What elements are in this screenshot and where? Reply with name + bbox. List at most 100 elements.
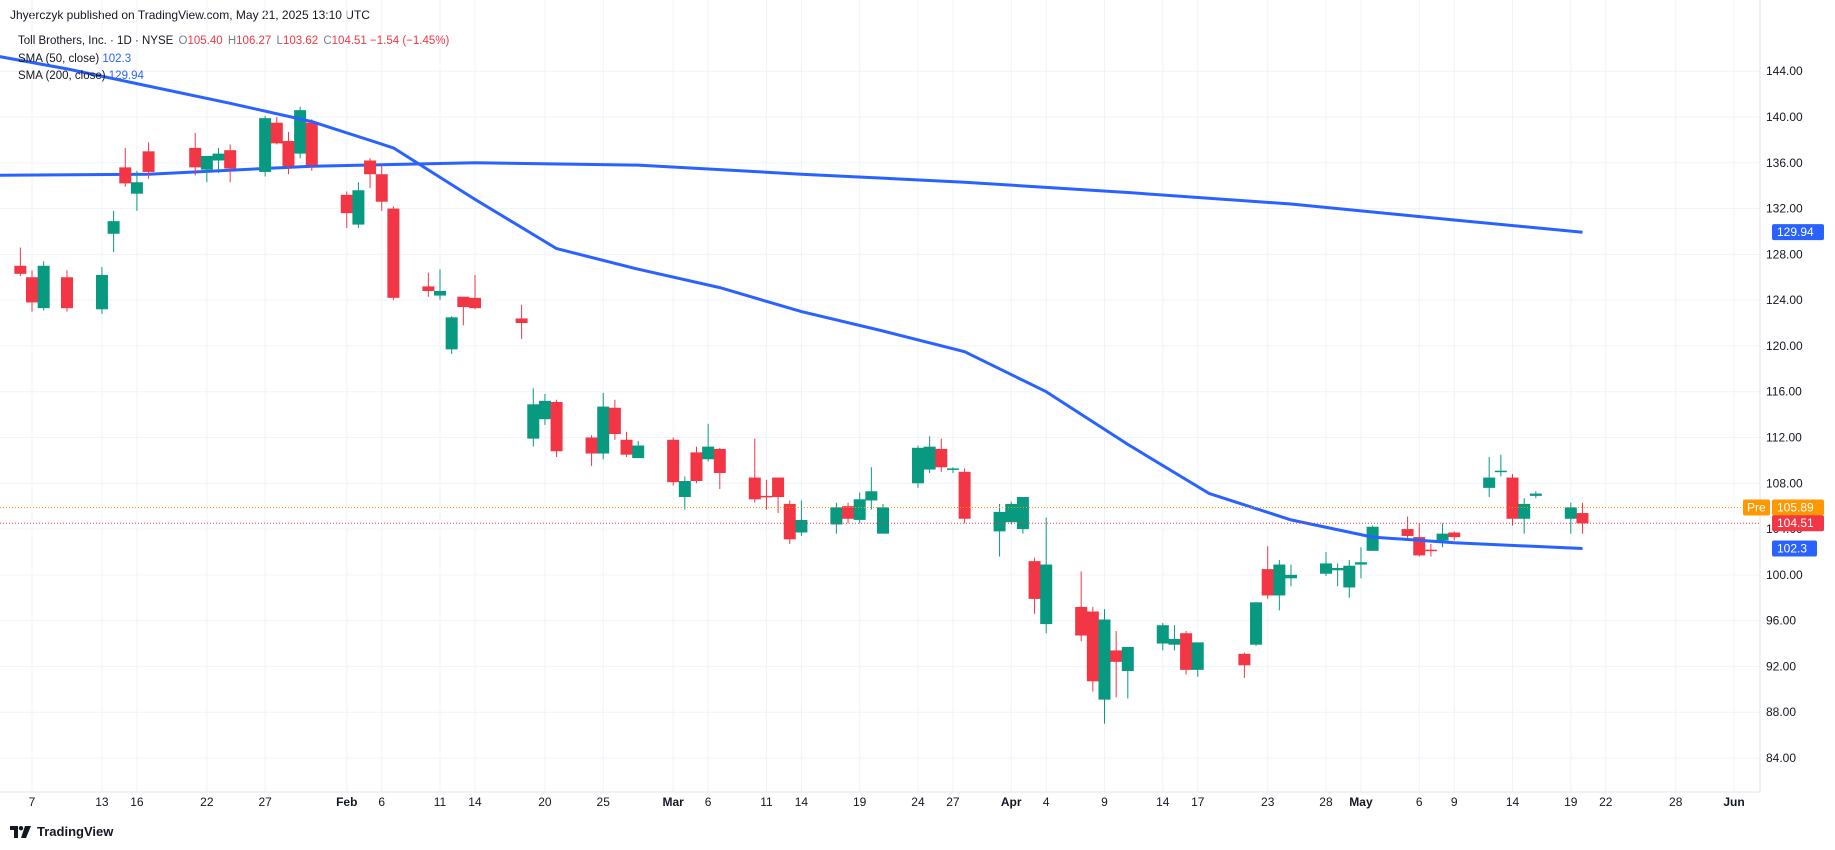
y-tick-label: 108.00 — [1766, 476, 1803, 490]
candle — [107, 210, 120, 253]
sma200-price-tag: 129.94 — [1772, 224, 1824, 241]
candle-body — [748, 477, 761, 500]
candle-body — [375, 174, 388, 202]
pre-tag-text: 105.89 — [1777, 500, 1814, 514]
candle — [1005, 501, 1018, 525]
sma50-tag-bg — [1772, 540, 1817, 557]
x-tick-label: Feb — [336, 795, 357, 809]
candle-body — [1354, 562, 1367, 565]
candle-body — [538, 400, 551, 420]
sma200-tag-bg — [1772, 224, 1824, 241]
x-tick-label: 4 — [1043, 795, 1050, 809]
candle-body — [1285, 574, 1298, 579]
candle — [1261, 546, 1274, 599]
candle-body — [340, 194, 353, 214]
candle-body — [620, 439, 633, 455]
candle — [14, 247, 27, 277]
candle — [375, 165, 388, 211]
candle-body — [1564, 507, 1577, 519]
candle — [538, 394, 551, 425]
x-tick-label: 23 — [1261, 795, 1275, 809]
candle-body — [1518, 503, 1531, 519]
time-axis[interactable]: 7 13 16 22 27 Feb 6 11 14 20 25 Mar 6 11 14 19 24 27 Apr 4 9… — [0, 791, 1760, 809]
legend-sma50-row[interactable]: SMA (50, close) 102.3 — [18, 51, 449, 69]
sma200-tag-text: 129.94 — [1777, 225, 1814, 239]
candle-body — [911, 447, 924, 484]
candle — [259, 115, 272, 177]
x-tick-label: 19 — [1564, 795, 1578, 809]
candle — [1285, 564, 1298, 587]
candle — [270, 117, 283, 145]
candle — [993, 503, 1006, 557]
candle-body — [1075, 606, 1088, 636]
candle — [1191, 642, 1204, 677]
candle — [1273, 559, 1286, 611]
tradingview-logo[interactable]: TradingView — [10, 824, 113, 839]
candle — [1098, 609, 1111, 724]
x-tick-label: 6 — [378, 795, 385, 809]
candle-body — [95, 274, 108, 310]
candle-body — [387, 208, 400, 298]
candle — [224, 144, 237, 183]
candle-body — [1366, 526, 1379, 551]
candle — [1506, 474, 1519, 526]
x-tick-label: 28 — [1669, 795, 1683, 809]
candle-body — [130, 182, 143, 194]
candles — [14, 106, 1589, 724]
candle — [748, 438, 761, 503]
candle-body — [1156, 625, 1169, 644]
legend-sma200-row[interactable]: SMA (200, close) 129.94 — [18, 68, 449, 86]
publisher-line: Jhyerczyk published on TradingView.com, … — [10, 8, 370, 22]
candle-body — [1319, 563, 1332, 574]
candle-body — [1191, 642, 1204, 670]
candle — [620, 431, 633, 457]
candle — [434, 269, 447, 301]
legend-low-key: L — [276, 35, 283, 47]
x-tick-label: 22 — [200, 795, 214, 809]
candle-body — [1436, 533, 1449, 541]
candle — [1448, 531, 1461, 541]
x-tick-label: Jun — [1723, 795, 1744, 809]
y-tick-label: 128.00 — [1766, 247, 1803, 261]
candle — [597, 392, 610, 460]
sma200-line — [0, 161, 1583, 234]
price-axis[interactable]: 84.0088.0092.0096.00100.00104.00108.0011… — [1759, 0, 1803, 792]
x-tick-label: 14 — [1506, 795, 1520, 809]
candle — [212, 147, 225, 174]
candle — [130, 170, 143, 211]
candle-body — [946, 468, 959, 470]
x-tick-label: 24 — [911, 795, 925, 809]
candle — [1483, 456, 1496, 498]
candle-body — [26, 277, 38, 303]
candle-body — [923, 446, 936, 470]
legend-symbol[interactable]: Toll Brothers, Inc. · 1D · NYSE — [18, 35, 174, 47]
x-tick-label: 13 — [95, 795, 109, 809]
candle — [1354, 547, 1367, 579]
x-tick-label: 28 — [1319, 795, 1333, 809]
candle-body — [1121, 646, 1134, 672]
candle — [713, 447, 726, 490]
candle — [457, 296, 470, 326]
candle — [1319, 551, 1332, 577]
x-tick-label: 27 — [946, 795, 960, 809]
legend-close-key: C — [323, 35, 332, 47]
x-tick-label: 27 — [258, 795, 272, 809]
candle-body — [1028, 561, 1041, 599]
candle-body — [1261, 569, 1274, 596]
candle — [1110, 630, 1123, 698]
y-tick-label: 116.00 — [1766, 385, 1802, 399]
legend-high-key: H — [227, 35, 237, 47]
x-tick-label: 9 — [1451, 795, 1458, 809]
candle-body — [1483, 477, 1496, 488]
candle — [468, 274, 481, 310]
candle — [1529, 491, 1542, 499]
x-tick-label: Mar — [662, 795, 684, 809]
candle-body — [702, 446, 715, 460]
candle — [282, 131, 295, 175]
candle-body — [60, 277, 73, 309]
last-tag-text: 104.51 — [1777, 516, 1814, 530]
candle — [1075, 571, 1088, 642]
candle-body — [434, 290, 447, 296]
candle — [527, 388, 540, 447]
